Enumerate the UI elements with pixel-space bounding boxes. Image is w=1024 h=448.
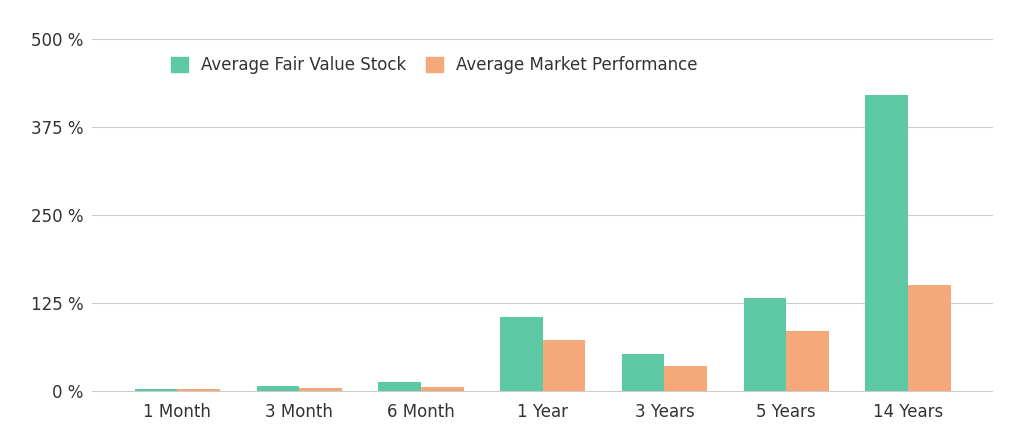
Bar [177,389,220,391]
Bar [665,366,708,391]
Bar [257,386,299,391]
Bar [299,388,342,391]
Bar [865,95,908,391]
Bar [543,340,586,391]
Legend: Average Fair Value Stock, Average Market Performance: Average Fair Value Stock, Average Market… [171,56,698,74]
Bar [743,298,786,391]
Bar [622,354,665,391]
Bar [908,285,950,391]
Bar [421,387,464,391]
Bar [786,331,828,391]
Bar [500,317,543,391]
Bar [378,382,421,391]
Bar [135,388,177,391]
